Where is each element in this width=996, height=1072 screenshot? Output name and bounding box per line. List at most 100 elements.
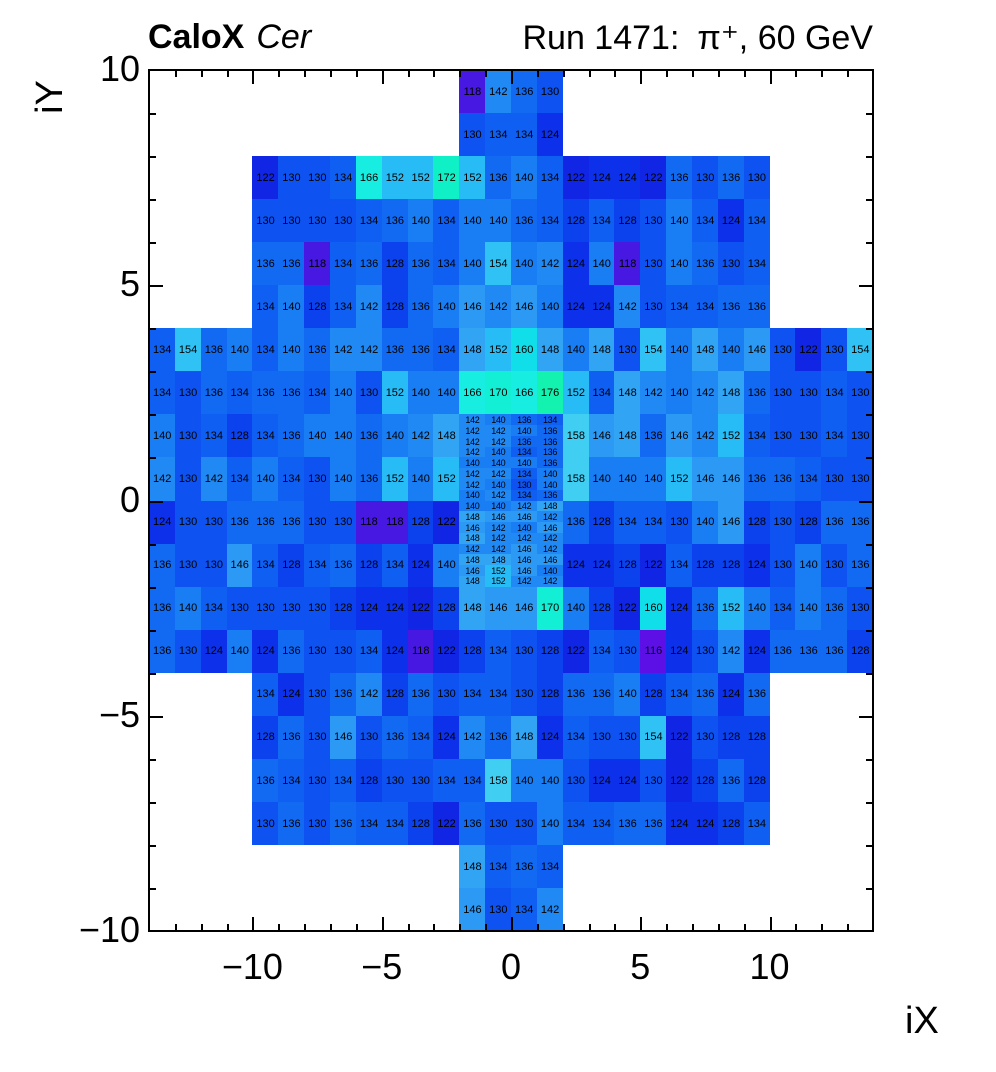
heatmap-cell: 140 [252,457,279,501]
axis-tick [174,70,177,77]
heatmap-cell: 148 [614,414,641,458]
heatmap-cell: 152 [407,156,434,200]
heatmap-cell: 136 [821,586,848,631]
heatmap-cell: 134 [252,543,279,587]
heatmap-cell: 152 [381,457,409,501]
heatmap-cell: 136 [588,672,615,717]
axis-tick [769,917,772,931]
heatmap-cell: 136 [149,586,176,631]
heatmap-cell: 134 [252,328,279,372]
heatmap-cell: 124 [666,629,693,674]
fine-heatmap-cell: 142 [459,425,486,437]
heatmap-cell: 134 [485,629,512,674]
heatmap-cell: 134 [485,672,512,717]
heatmap-cell: 148 [614,371,641,415]
heatmap-cell: 142 [485,70,512,114]
heatmap-cell: 134 [407,715,434,760]
heatmap-cell: 130 [769,328,796,372]
heatmap-cell: 154 [640,715,667,760]
heatmap-cell: 128 [717,715,745,760]
heatmap-cell: 154 [174,328,202,372]
heatmap-cell: 136 [278,801,305,846]
x-axis-tick-label: 0 [500,946,522,987]
axis-tick [614,70,617,77]
heatmap-cell: 136 [821,500,848,544]
heatmap-cell: 128 [355,758,383,803]
heatmap-cell: 130 [640,199,667,243]
heatmap-cell: 134 [304,371,331,415]
heatmap-cell: 128 [226,414,253,458]
fine-heatmap-cell: 140 [485,414,512,426]
fine-heatmap-cell: 142 [485,489,512,501]
heatmap-cell: 134 [200,414,228,458]
heatmap-cell: 130 [355,371,383,415]
heatmap-cell: 122 [640,156,667,200]
heatmap-cell: 140 [511,758,538,803]
axis-tick [149,242,156,245]
heatmap-cell: 134 [433,199,460,243]
heatmap-cell: 130 [174,543,202,587]
fine-heatmap-cell: 140 [485,446,512,458]
heatmap-cell: 136 [407,672,434,717]
heatmap-cell: 130 [226,586,253,631]
fine-heatmap-cell: 134 [511,446,538,458]
heatmap-cell: 136 [459,801,486,846]
heatmap-cell: 124 [717,199,745,243]
heatmap-cell: 130 [278,586,305,631]
heatmap-cell: 136 [278,242,305,286]
axis-tick [866,156,873,159]
heatmap-cell: 124 [200,629,228,674]
heatmap-cell: 124 [666,801,693,846]
heatmap-cell: 140 [433,285,460,329]
heatmap-cell: 128 [407,500,434,544]
heatmap-cell: 136 [485,715,512,760]
heatmap-cell: 136 [252,500,279,544]
heatmap-cell: 140 [149,414,176,458]
heatmap-cell: 136 [330,801,357,846]
heatmap-cell: 130 [304,672,331,717]
fine-heatmap-cell: 142 [459,468,486,480]
heatmap-cell: 152 [485,328,512,372]
heatmap-cell: 136 [511,199,538,243]
heatmap-cell: 136 [769,629,796,674]
axis-tick [821,70,824,77]
heatmap-cell: 140 [640,457,667,501]
fine-heatmap-cell: 148 [459,554,486,566]
heatmap-cell: 118 [459,70,486,114]
heatmap-cell: 136 [562,672,590,717]
heatmap-cell: 130 [769,543,796,587]
heatmap-cell: 136 [614,801,641,846]
heatmap-cell: 130 [666,500,693,544]
heatmap-cell: 124 [433,715,460,760]
heatmap-cell: 128 [743,500,771,544]
axis-tick [866,801,873,804]
heatmap-cell: 166 [355,156,383,200]
heatmap-cell: 136 [743,672,771,717]
fine-heatmap-cell: 136 [536,435,564,448]
heatmap-cell: 136 [330,672,357,717]
heatmap-cell: 170 [485,371,512,415]
axis-tick [433,70,436,77]
fine-heatmap-cell: 148 [536,500,564,512]
heatmap-cell: 130 [485,801,512,846]
heatmap-cell: 140 [588,457,615,501]
heatmap-cell: 124 [588,156,615,200]
heatmap-cell: 136 [795,629,822,674]
fine-heatmap-cell: 136 [536,489,564,501]
heatmap-cell: 130 [278,156,305,200]
heatmap-cell: 128 [278,543,305,587]
heatmap-cell: 134 [252,285,279,329]
heatmap-cell: 134 [459,758,486,803]
heatmap-cell: 136 [562,500,590,544]
axis-tick [614,924,617,931]
heatmap-cell: 130 [252,586,279,631]
axis-tick [381,70,384,84]
heatmap-cell: 124 [278,672,305,717]
axis-tick [252,70,255,84]
axis-tick [200,924,203,931]
y-axis-tick-label: 0 [119,478,140,520]
heatmap-cell: 130 [511,801,538,846]
axis-tick [304,70,307,77]
heatmap-cell: 130 [304,586,331,631]
